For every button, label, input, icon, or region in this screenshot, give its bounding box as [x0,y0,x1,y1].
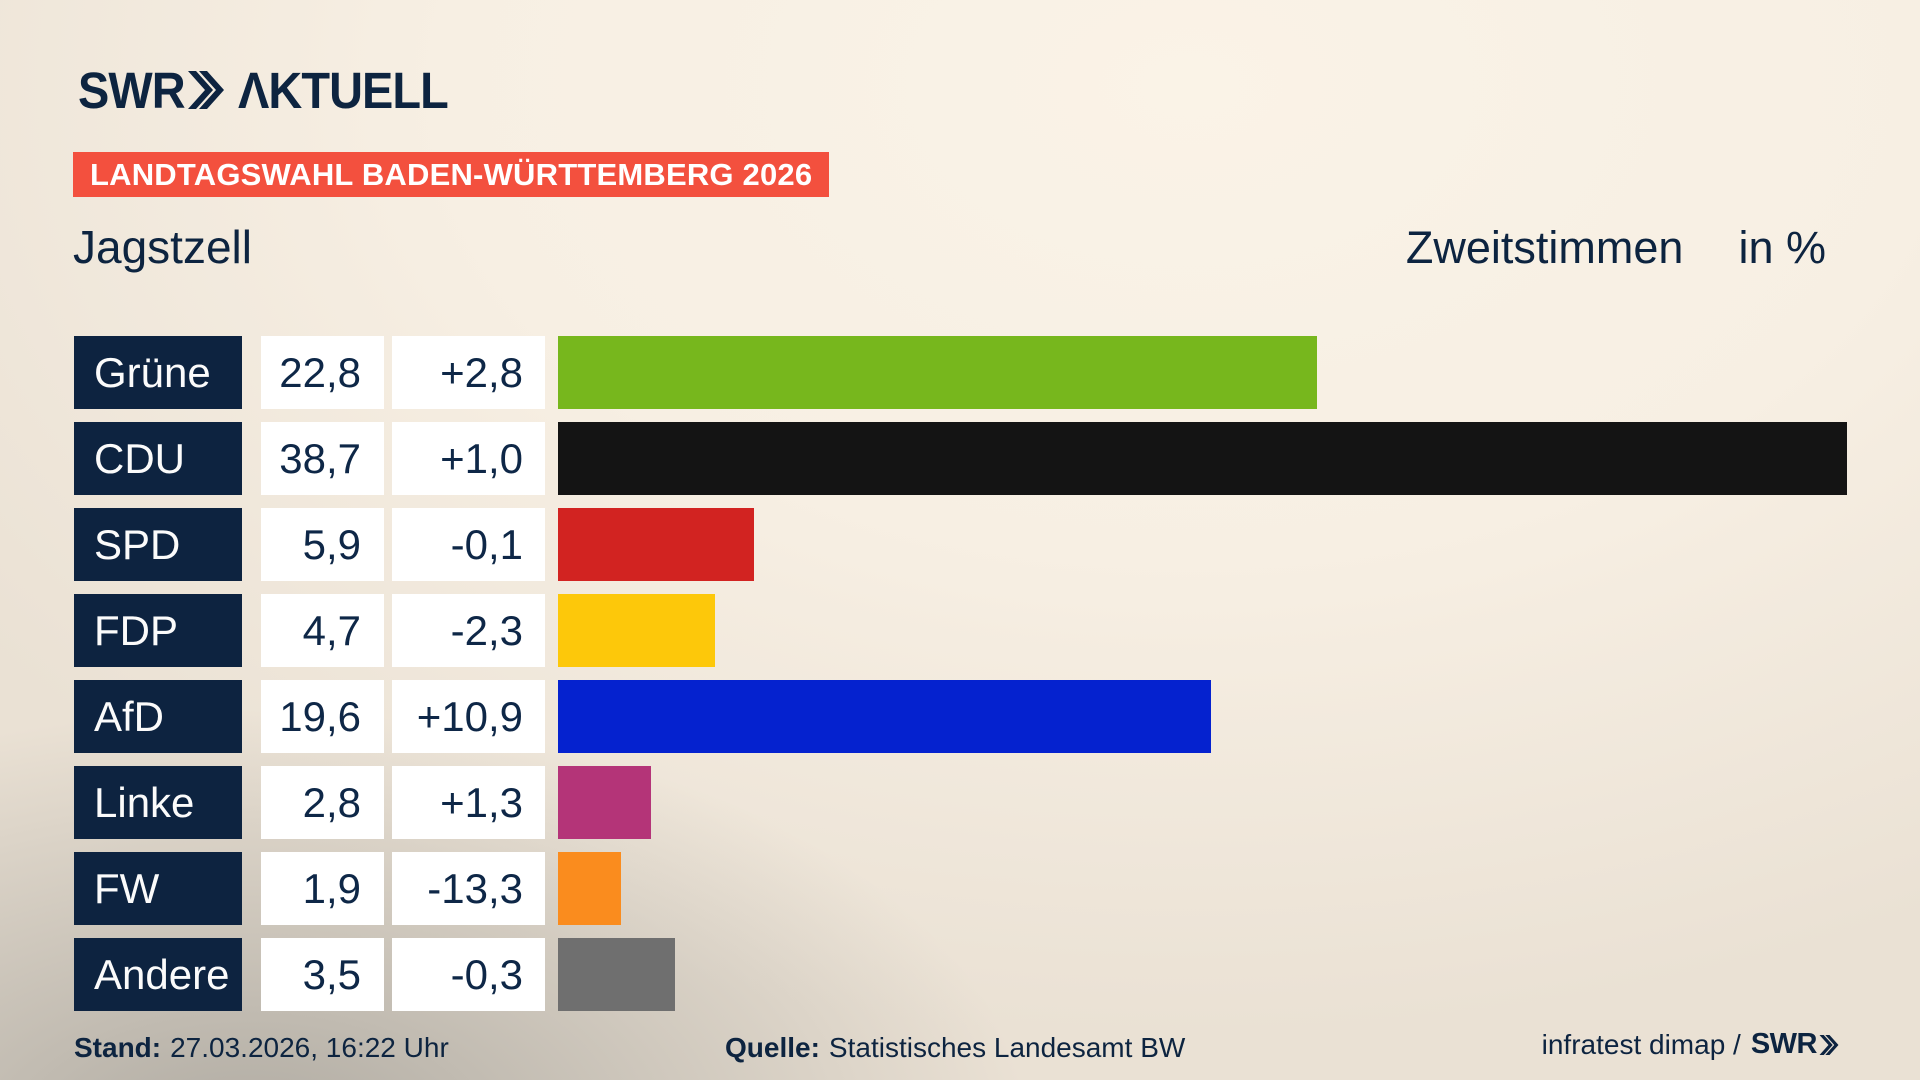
bar-zone [558,938,1920,1011]
result-bar [558,938,675,1011]
result-value: 38,7 [261,422,384,495]
swr-double-chevron-icon [187,71,224,109]
measure-title: Zweitstimmen in % [1406,222,1826,274]
bar-zone [558,508,1920,581]
party-label: CDU [74,422,242,495]
footer: Stand: 27.03.2026, 16:22 Uhr Quelle: Stati… [74,1028,1840,1068]
credit-note: infratest dimap / SWR [1542,1028,1840,1061]
party-label: Grüne [74,336,242,409]
party-label: Linke [74,766,242,839]
bar-zone [558,422,1920,495]
bar-zone [558,766,1920,839]
change-value: -0,1 [392,508,545,581]
chart-row: AfD 19,6 +10,9 [74,680,1920,753]
change-value: -2,3 [392,594,545,667]
result-value: 3,5 [261,938,384,1011]
bar-zone [558,336,1920,409]
change-value: +1,3 [392,766,545,839]
result-value: 4,7 [261,594,384,667]
result-bar [558,594,715,667]
chart-row: SPD 5,9 -0,1 [74,508,1920,581]
party-label: FDP [74,594,242,667]
result-value: 19,6 [261,680,384,753]
swr-aktuell-logo: SWR ΛKTUELL [78,62,466,119]
change-value: +10,9 [392,680,545,753]
stand-timestamp: Stand: 27.03.2026, 16:22 Uhr [74,1032,449,1064]
result-value: 1,9 [261,852,384,925]
result-bar [558,508,755,581]
measure-label: Zweitstimmen [1405,222,1684,273]
change-value: +1,0 [392,422,545,495]
party-label: AfD [74,680,242,753]
swr-footer-logo-text: SWR [1750,1028,1818,1060]
result-value: 22,8 [261,336,384,409]
chart-row: CDU 38,7 +1,0 [74,422,1920,495]
credit-text: infratest dimap / [1541,1028,1741,1060]
change-value: +2,8 [392,336,545,409]
result-bar [558,766,652,839]
stand-value: 27.03.2026, 16:22 Uhr [170,1032,449,1063]
result-bar [558,422,1847,495]
result-bar [558,336,1318,409]
party-label: Andere [74,938,242,1011]
source-note: Quelle: Statistisches Landesamt BW [725,1032,1185,1064]
bar-zone [558,852,1920,925]
stand-label: Stand: [74,1032,162,1063]
bar-zone [558,680,1920,753]
chart-row: Linke 2,8 +1,3 [74,766,1920,839]
result-value: 2,8 [261,766,384,839]
aktuell-logo-text: ΛKTUELL [237,61,449,119]
source-value: Statistisches Landesamt BW [828,1032,1186,1063]
source-label: Quelle: [725,1032,820,1063]
swr-footer-chevron-icon [1819,1034,1839,1055]
party-label: SPD [74,508,242,581]
results-bar-chart: Grüne 22,8 +2,8 CDU 38,7 +1,0 SPD 5,9 -0… [74,336,1920,1024]
chart-row: Andere 3,5 -0,3 [74,938,1920,1011]
swr-logo-text: SWR [78,61,186,119]
chart-row: Grüne 22,8 +2,8 [74,336,1920,409]
party-label: FW [74,852,242,925]
bar-zone [558,594,1920,667]
result-bar [558,852,622,925]
change-value: -13,3 [392,852,545,925]
chart-row: FDP 4,7 -2,3 [74,594,1920,667]
result-bar [558,680,1211,753]
result-value: 5,9 [261,508,384,581]
election-banner: LANDTAGSWAHL BADEN-WÜRTTEMBERG 2026 [73,152,830,197]
change-value: -0,3 [392,938,545,1011]
chart-row: FW 1,9 -13,3 [74,852,1920,925]
municipality-title: Jagstzell [73,221,252,273]
title-row: Jagstzell Zweitstimmen in % [73,220,1826,274]
unit-label: in % [1738,222,1826,273]
